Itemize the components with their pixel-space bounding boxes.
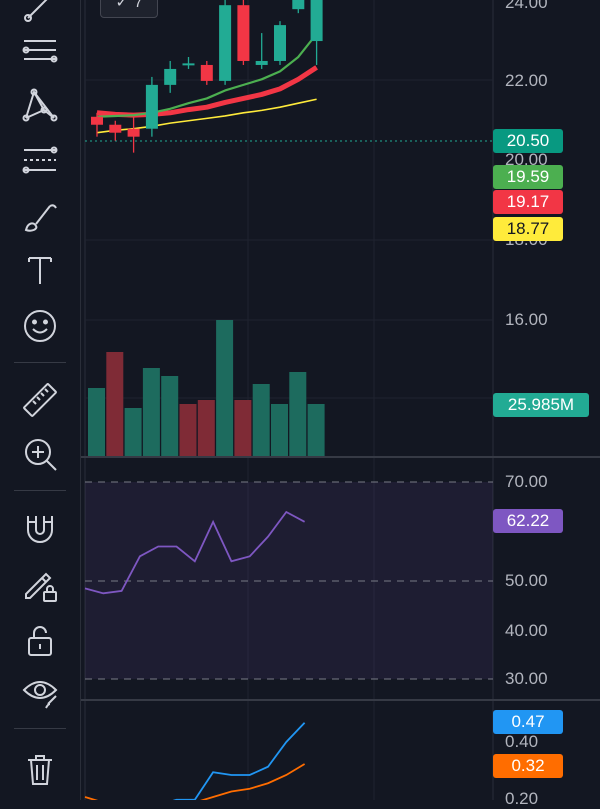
unlock-icon[interactable] — [16, 616, 64, 664]
parallel-channel-tool-icon[interactable] — [16, 26, 64, 74]
candle-body — [109, 124, 122, 133]
candle — [164, 60, 177, 93]
rsi-axis-label: 50.00 — [505, 571, 548, 590]
emoji-tool-icon[interactable] — [16, 302, 64, 350]
candle — [274, 21, 286, 65]
candle-body — [219, 5, 232, 81]
candle-body — [164, 68, 177, 85]
volume-bar — [307, 404, 325, 456]
fib-retracement-tool-icon[interactable] — [16, 136, 64, 184]
toolbar-divider — [14, 490, 66, 491]
macd-value-tag: 0.47 — [493, 710, 563, 734]
volume-bar — [161, 376, 179, 456]
candle — [91, 112, 103, 137]
eye-visibility-icon[interactable] — [16, 668, 64, 716]
candle — [310, 0, 323, 65]
volume-series — [88, 320, 325, 456]
rsi-value-tag: 62.22 — [493, 509, 563, 533]
volume-bar — [252, 384, 270, 456]
macd-series — [84, 722, 306, 809]
rsi-axis-label: 30.00 — [505, 669, 548, 688]
rsi-series — [84, 510, 306, 595]
volume-bar — [124, 408, 142, 456]
candle-body — [310, 0, 323, 42]
drawing-toolbar — [0, 0, 81, 800]
rsi-line — [84, 510, 306, 595]
macd-axis-label: 0.20 — [505, 789, 539, 808]
candle-body — [127, 128, 140, 137]
rsi-axis-label: 70.00 — [505, 472, 548, 491]
candle-body — [274, 25, 286, 61]
price-axis-label: 24.00 — [505, 0, 548, 12]
macd-signal-line — [84, 763, 306, 809]
check-icon: ✓ — [115, 0, 129, 11]
candle — [127, 116, 140, 153]
indicator-count: 7 — [134, 0, 143, 11]
candle — [292, 0, 305, 14]
volume-bar — [88, 388, 105, 456]
brush-tool-icon[interactable] — [16, 192, 64, 240]
volume-bar — [289, 372, 307, 456]
candle-body — [237, 5, 250, 61]
volume-bar — [234, 400, 252, 456]
candle — [237, 0, 250, 65]
candle — [182, 56, 195, 69]
candle-body — [292, 0, 305, 10]
price-axis-label: 16.00 — [505, 310, 548, 329]
ma-slow-tag: 18.77 — [493, 217, 563, 241]
toolbar-divider — [14, 362, 66, 363]
macd-line — [84, 722, 306, 809]
candle-body — [182, 63, 195, 66]
trend-line-tool-icon[interactable] — [16, 0, 64, 30]
candle — [219, 0, 232, 85]
toolbar-divider — [14, 728, 66, 729]
xabcd-pattern-tool-icon[interactable] — [16, 80, 64, 128]
lock-drawing-tool-icon[interactable] — [16, 560, 64, 608]
volume-bar — [197, 400, 215, 456]
last-price-tag: 20.50 — [493, 129, 563, 153]
ruler-tool-icon[interactable] — [16, 376, 64, 424]
magnet-tool-icon[interactable] — [16, 506, 64, 554]
volume-bar — [216, 320, 234, 456]
price-axis-label: 22.00 — [505, 71, 548, 90]
macd-axis-label: 0.40 — [505, 732, 539, 751]
candlestick-series — [91, 0, 323, 153]
text-tool-icon[interactable] — [16, 246, 64, 294]
candle — [255, 33, 268, 69]
zoom-in-tool-icon[interactable] — [16, 430, 64, 478]
candle-body — [200, 64, 213, 81]
candle-body — [91, 116, 103, 125]
ma-fast-line — [96, 33, 318, 118]
volume-tag: 25.985M — [493, 393, 589, 417]
indicator-count-badge[interactable]: ✓ 7 — [100, 0, 158, 18]
rsi-band — [85, 482, 493, 679]
ma-fast-tag: 19.59 — [493, 165, 563, 189]
volume-bar — [179, 404, 197, 456]
candle — [109, 120, 122, 141]
rsi-axis-label: 40.00 — [505, 621, 548, 640]
macd-signal-tag: 0.32 — [493, 754, 563, 778]
chart-area[interactable]: ✓ 7 24.00 22.00 20.00 18.00 16.00 20.50 … — [81, 0, 600, 809]
volume-bar — [142, 368, 160, 456]
volume-bar — [106, 352, 124, 456]
price-axis-label: 20.00 — [505, 150, 548, 169]
candle — [145, 76, 158, 137]
volume-bar — [271, 404, 288, 456]
candle — [200, 60, 213, 85]
candle-body — [145, 84, 158, 129]
trash-icon[interactable] — [16, 746, 64, 794]
candle-body — [255, 60, 268, 65]
ma-mid-tag: 19.17 — [493, 190, 563, 214]
